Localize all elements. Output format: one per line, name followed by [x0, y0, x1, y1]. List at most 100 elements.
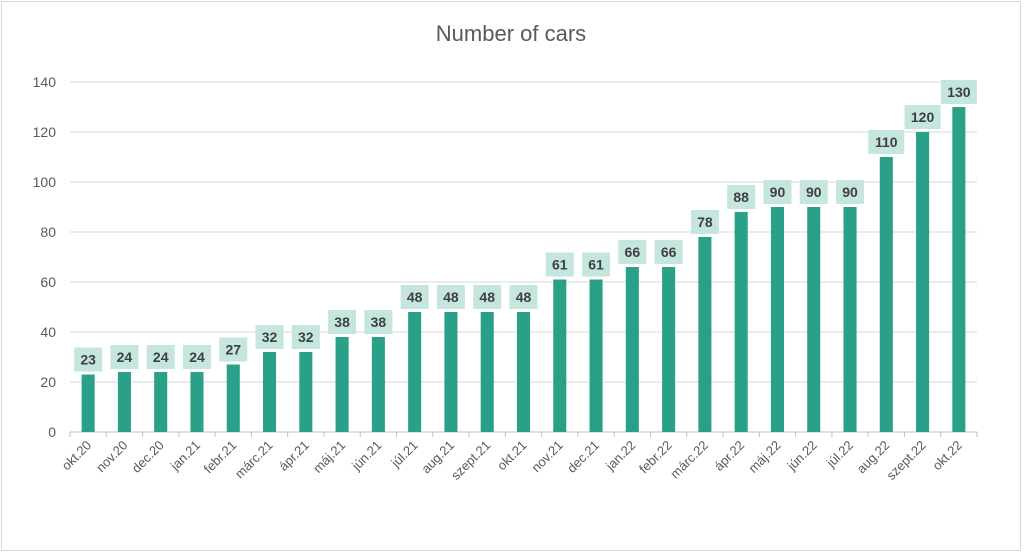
data-label-background: [436, 285, 465, 309]
data-label: 88: [733, 189, 749, 205]
bar: [408, 312, 422, 432]
bar: [480, 312, 494, 432]
data-label: 24: [189, 349, 205, 365]
x-tick-label: ápr.22: [711, 438, 747, 474]
data-label-background: [110, 345, 139, 369]
data-label-background: [654, 240, 683, 264]
data-label-background: [74, 347, 103, 372]
data-label: 27: [225, 342, 241, 358]
bar: [371, 337, 385, 432]
bar: [117, 372, 131, 432]
data-label: 90: [842, 184, 858, 200]
data-label-background: [763, 180, 792, 204]
bar: [734, 212, 748, 432]
x-tick-label: nov.20: [93, 438, 131, 476]
data-label: 23: [80, 352, 96, 368]
x-tick-label: okt.22: [929, 438, 965, 474]
x-tick-label: jan.21: [167, 438, 203, 474]
data-label: 120: [911, 109, 935, 125]
x-tick-label: ápr.21: [276, 438, 312, 474]
data-label-background: [146, 345, 175, 369]
bar: [226, 364, 240, 432]
bar: [807, 207, 821, 432]
data-label: 66: [661, 244, 677, 260]
data-label-background: [799, 180, 828, 204]
x-tick-label: jan.22: [602, 438, 638, 474]
x-tick-label: máj.22: [745, 438, 783, 476]
data-label: 32: [262, 329, 278, 345]
data-label-background: [328, 310, 357, 334]
data-label: 48: [516, 289, 532, 305]
data-label-background: [291, 325, 320, 349]
x-tick-label: máj.21: [310, 438, 348, 476]
data-label: 24: [117, 349, 133, 365]
data-label: 61: [588, 257, 604, 273]
bar: [625, 267, 639, 432]
data-label-background: [904, 105, 941, 129]
bar: [553, 279, 567, 432]
data-label-background: [940, 80, 977, 104]
x-tick-label: nov.21: [528, 438, 566, 476]
data-label-background: [545, 252, 574, 277]
y-tick-label: 20: [40, 374, 56, 390]
bar: [335, 337, 349, 432]
y-tick-label: 140: [33, 74, 57, 90]
chart-title: Number of cars: [436, 21, 586, 46]
bar: [154, 372, 168, 432]
bar: [263, 352, 277, 432]
data-label-background: [182, 345, 211, 369]
bar: [444, 312, 458, 432]
gridlines: [70, 81, 977, 383]
y-tick-label: 80: [40, 224, 56, 240]
data-label-background: [836, 180, 865, 204]
data-label: 48: [443, 289, 459, 305]
data-label-background: [727, 185, 756, 209]
bar: [770, 207, 784, 432]
data-labels: 23 24 24 24 27 32 32 38 38 48 48 48 48 61 61 66 66 78 88 90…: [74, 80, 977, 372]
x-tick-label: júl.22: [823, 438, 856, 471]
data-label: 90: [806, 184, 822, 200]
y-tick-label: 100: [33, 174, 57, 190]
x-tick-label: júl.21: [387, 438, 420, 471]
bar: [843, 207, 857, 432]
data-label-background: [618, 240, 647, 264]
x-tick-label: márc.21: [232, 438, 276, 482]
data-label-background: [400, 285, 429, 309]
x-tick-label: okt.21: [494, 438, 530, 474]
bar: [190, 372, 204, 432]
data-label: 66: [625, 244, 641, 260]
data-label: 61: [552, 257, 568, 273]
bar: [952, 107, 966, 432]
data-label: 78: [697, 214, 713, 230]
data-label: 48: [407, 289, 423, 305]
y-tick-label: 60: [40, 274, 56, 290]
x-tick-label: szept.21: [448, 438, 493, 483]
y-tick-label: 0: [48, 424, 56, 440]
x-tick-label: dec.21: [564, 438, 602, 476]
bar: [516, 312, 531, 432]
bar: [879, 157, 893, 432]
data-label: 130: [947, 84, 971, 100]
y-axis: 0 20 40 60 80 100 120 140: [33, 74, 57, 440]
bar: [662, 267, 676, 432]
bar: [698, 237, 712, 432]
data-label: 90: [770, 184, 786, 200]
data-label: 38: [334, 314, 350, 330]
data-label-background: [582, 252, 611, 277]
bar: [916, 132, 930, 432]
data-label: 24: [153, 349, 169, 365]
bar: [589, 279, 603, 432]
x-tick-label: okt.20: [59, 438, 95, 474]
bars: [81, 107, 966, 432]
x-tick-label: márc.22: [667, 438, 711, 482]
bar: [299, 352, 313, 432]
data-label: 48: [479, 289, 495, 305]
data-label: 32: [298, 329, 314, 345]
x-tick-label: dec.20: [129, 438, 167, 476]
y-tick-label: 40: [40, 324, 56, 340]
data-label-background: [690, 210, 719, 234]
data-label-background: [509, 285, 538, 309]
data-label-background: [473, 285, 502, 309]
